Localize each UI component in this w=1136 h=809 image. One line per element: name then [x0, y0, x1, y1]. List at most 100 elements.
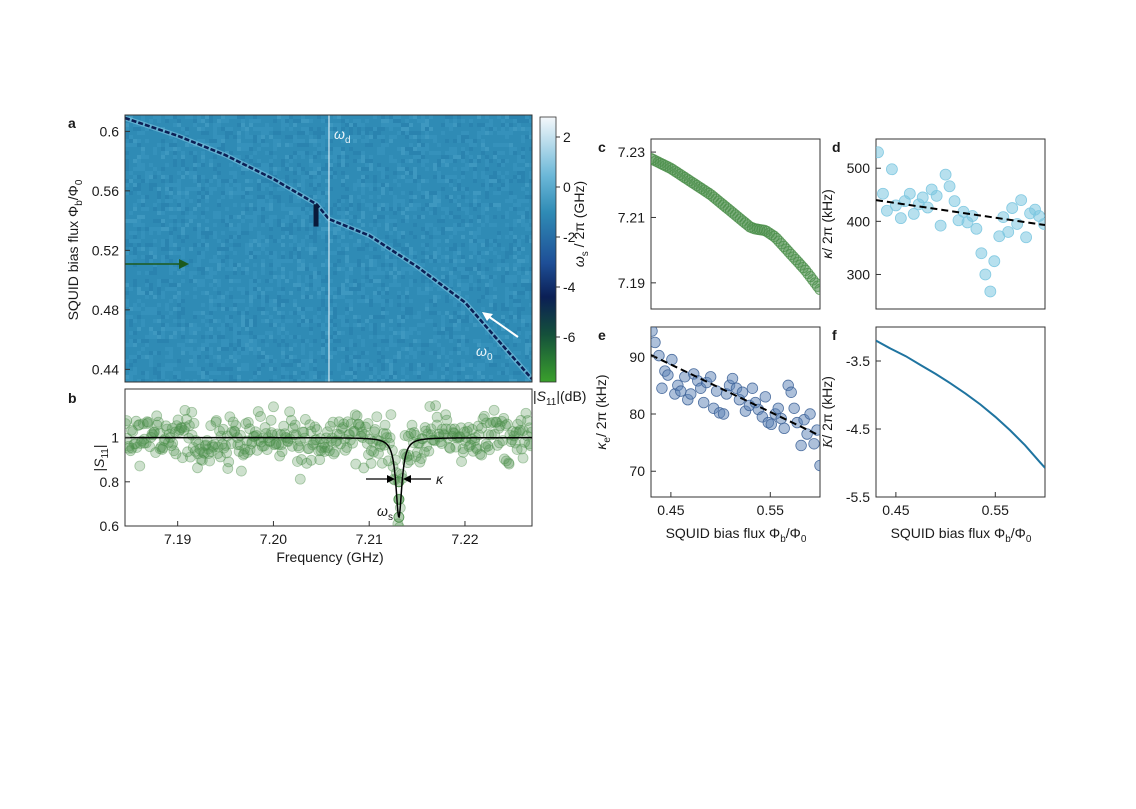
kappa-point: [997, 211, 1010, 223]
heatmap-cell: [325, 263, 329, 267]
heatmap-cell: [329, 311, 333, 315]
heatmap-cell: [153, 295, 157, 299]
heatmap-cell: [309, 139, 313, 143]
heatmap-cell: [461, 367, 465, 371]
heatmap-cell: [393, 263, 397, 267]
heatmap-cell: [289, 235, 293, 239]
heatmap-cell: [301, 375, 305, 379]
heatmap-cell: [149, 243, 153, 247]
heatmap-cell: [273, 175, 277, 179]
heatmap-cell: [361, 323, 365, 327]
heatmap-cell: [141, 323, 145, 327]
s11-point: [328, 448, 340, 460]
heatmap-cell: [129, 239, 133, 243]
heatmap-cell: [133, 247, 137, 251]
kappa-point: [970, 222, 983, 235]
heatmap-cell: [333, 295, 337, 299]
heatmap-cell: [149, 175, 153, 179]
heatmap-cell: [437, 151, 441, 155]
heatmap-cell: [521, 279, 525, 283]
heatmap-cell: [301, 323, 305, 327]
heatmap-cell: [417, 347, 421, 351]
heatmap-cell: [413, 195, 417, 199]
heatmap-cell: [401, 335, 405, 339]
heatmap-cell: [173, 123, 177, 127]
heatmap-cell: [185, 167, 189, 171]
heatmap-cell: [357, 259, 361, 263]
heatmap-cell: [261, 215, 265, 219]
heatmap-cell: [249, 279, 253, 283]
heatmap-cell: [197, 199, 201, 203]
s11-point: [132, 420, 144, 431]
heatmap-cell: [237, 231, 241, 235]
heatmap-cell: [237, 215, 241, 219]
s11-point: [177, 452, 188, 464]
heatmap-cell: [517, 247, 521, 251]
heatmap-cell: [233, 175, 237, 179]
heatmap-cell: [497, 131, 501, 135]
heatmap-cell: [269, 203, 273, 207]
heatmap-cell: [529, 303, 532, 307]
heatmap-cell: [489, 123, 493, 127]
heatmap-cell: [461, 243, 465, 247]
heatmap-cell: [341, 179, 345, 183]
heatmap-cell: [409, 271, 413, 275]
heatmap-cell: [497, 191, 501, 195]
heatmap-cell: [421, 207, 425, 211]
heatmap-cell: [329, 323, 333, 327]
heatmap-cell: [201, 119, 205, 123]
heatmap-cell: [461, 343, 465, 347]
panel-f-ylabel: K/ 2π (kHz): [819, 376, 836, 449]
heatmap-cell: [149, 311, 153, 315]
s11-point: [436, 423, 448, 435]
heatmap-cell: [497, 263, 501, 267]
heatmap-cell: [373, 255, 377, 259]
heatmap-cell: [509, 295, 513, 299]
s11-point: [218, 442, 230, 454]
heatmap-cell: [289, 355, 293, 359]
heatmap-cell: [317, 211, 321, 215]
heatmap-cell: [453, 367, 457, 371]
heatmap-cell: [173, 327, 177, 331]
heatmap-cell: [217, 319, 221, 323]
heatmap-cell: [393, 119, 397, 123]
heatmap-cell: [389, 359, 393, 363]
heatmap-cell: [357, 363, 361, 367]
heatmap-cell: [425, 319, 429, 323]
heatmap-cell: [305, 359, 309, 363]
heatmap-cell: [489, 131, 493, 135]
heatmap-panel-a: ω d ω 0 0.60.560.520.480.44 SQUID bias f…: [65, 114, 533, 383]
heatmap-cell: [137, 379, 141, 382]
heatmap-cell: [385, 123, 389, 127]
heatmap-cell: [437, 287, 441, 291]
heatmap-cell: [189, 327, 193, 331]
heatmap-cell: [425, 343, 429, 347]
heatmap-cell: [381, 315, 385, 319]
heatmap-cell: [193, 215, 197, 219]
heatmap-cell: [369, 135, 373, 139]
heatmap-cell: [509, 123, 513, 127]
heatmap-cell: [517, 127, 521, 131]
heatmap-cell: [429, 367, 433, 371]
s11-point: [411, 446, 423, 458]
heatmap-cell: [301, 339, 305, 343]
heatmap-cell: [485, 183, 489, 187]
heatmap-cell: [321, 203, 325, 207]
heatmap-cell: [397, 231, 401, 235]
heatmap-cell: [453, 267, 457, 271]
heatmap-cell: [137, 131, 141, 135]
heatmap-cell: [217, 123, 221, 127]
heatmap-cell: [393, 227, 397, 231]
s11-point: [410, 429, 421, 441]
heatmap-cell: [209, 307, 213, 311]
heatmap-cell: [261, 135, 265, 139]
heatmap-cell: [365, 127, 369, 131]
heatmap-cell: [481, 307, 485, 311]
s11-point: [315, 445, 327, 457]
heatmap-cell: [381, 327, 385, 331]
heatmap-cell: [485, 343, 489, 347]
heatmap-cell: [269, 287, 273, 291]
heatmap-cell: [333, 131, 337, 135]
kappa-e-point: [717, 408, 730, 420]
panel-f-ytick-label: -4.5: [846, 421, 870, 437]
